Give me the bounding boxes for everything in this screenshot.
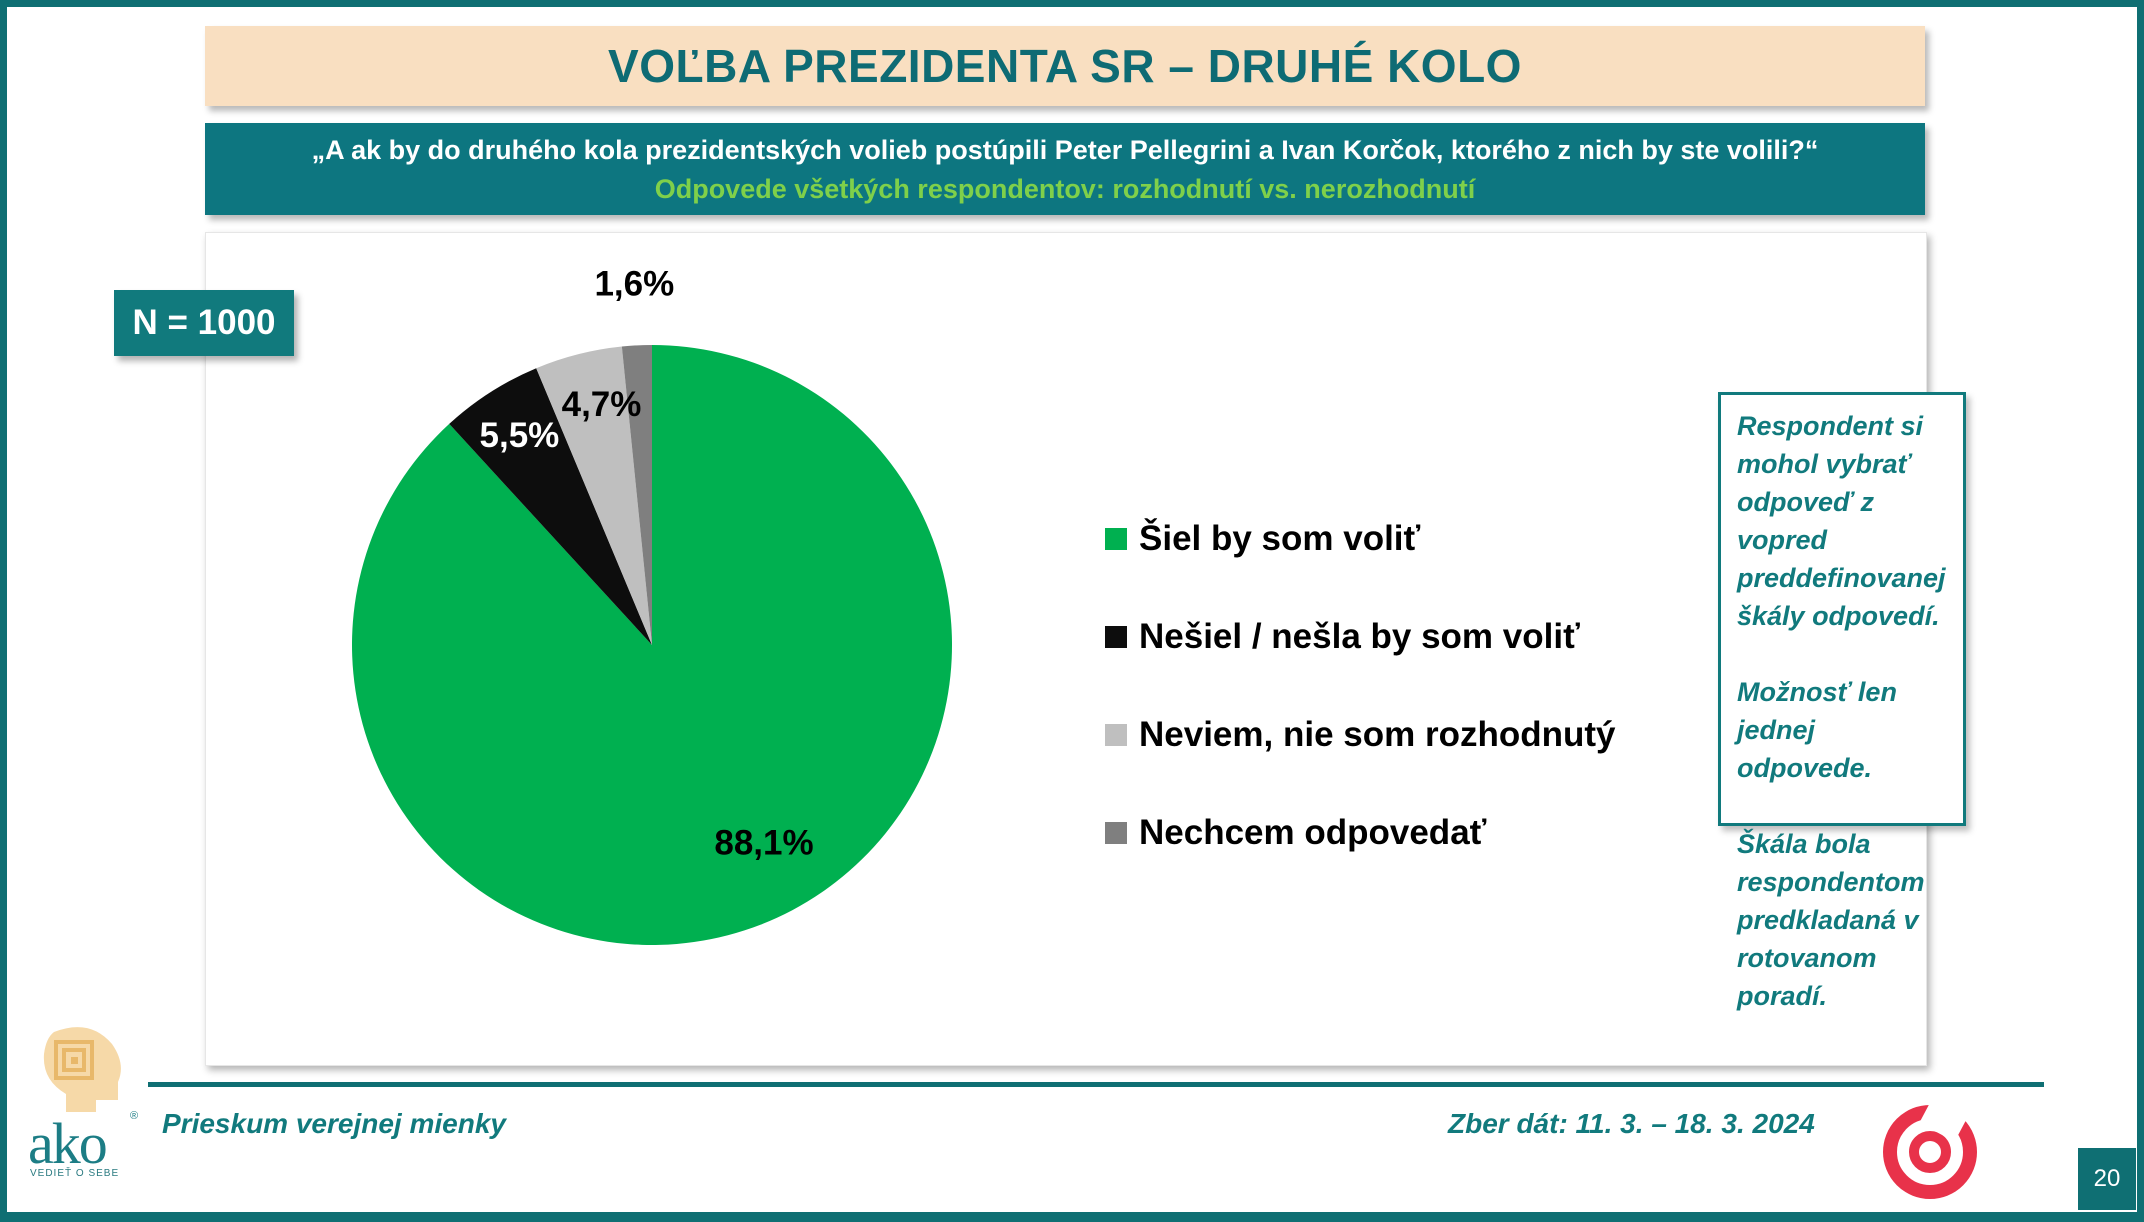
legend-label: Nešiel / nešla by som voliť [1139,617,1580,656]
sample-size-badge: N = 1000 [114,290,294,356]
footer-divider [148,1082,2044,1087]
ako-logo: ako ® VEDIEŤ O SEBE [26,1024,146,1184]
slice-would-not-vote [449,368,652,645]
legend-item: Nešiel / nešla by som voliť [1105,588,1615,686]
note-paragraph: Možnosť len jednej odpovede. [1737,677,1897,783]
slice-undecided [536,346,652,645]
slice-refused [621,345,652,645]
legend-label: Šiel by som voliť [1139,519,1421,558]
slice-refused-label: 1,6% [594,265,674,304]
legend-item: Nechcem odpovedať [1105,784,1615,882]
question-text: „A ak by do druhého kola prezidentských … [311,135,1819,165]
note-paragraph: Respondent si mohol vybrať odpoveď z vop… [1737,411,1946,631]
question-banner: „A ak by do druhého kola prezidentských … [205,123,1925,215]
slice-would-not-vote-label: 5,5% [480,416,560,455]
slide-title: VOĽBA PREZIDENTA SR – DRUHÉ KOLO [205,26,1925,106]
legend-swatch [1105,822,1127,844]
legend-item: Šiel by som voliť [1105,490,1615,588]
slice-went-to-vote-label: 88,1% [714,823,813,862]
ako-head-icon [43,1027,121,1112]
ako-tagline: VEDIEŤ O SEBE [30,1168,120,1179]
legend-swatch [1105,724,1127,746]
legend-label: Nechcem odpovedať [1139,813,1487,852]
note-paragraph: Škála bola respondentom predkladaná v ro… [1737,829,1925,1011]
legend-item: Neviem, nie som rozhodnutý [1105,686,1615,784]
slice-undecided-label: 4,7% [562,385,642,424]
legend-swatch [1105,528,1127,550]
question-subtitle: Odpovede všetkých respondentov: rozhodnu… [654,174,1476,204]
registered-mark: ® [130,1110,139,1122]
legend-label: Neviem, nie som rozhodnutý [1139,715,1616,754]
footer-collection-dates: Zber dát: 11. 3. – 18. 3. 2024 [1448,1108,1815,1139]
footer-survey-label: Prieskum verejnej mienky [162,1108,506,1139]
page-number: 20 [2078,1148,2136,1210]
joj-logo-icon [1883,1102,1977,1199]
methodology-note: Respondent si mohol vybrať odpoveď z vop… [1718,392,1966,1011]
ako-wordmark: ako [28,1111,108,1176]
chart-legend: Šiel by som voliť Nešiel / nešla by som v… [1105,490,1615,882]
legend-swatch [1105,626,1127,648]
